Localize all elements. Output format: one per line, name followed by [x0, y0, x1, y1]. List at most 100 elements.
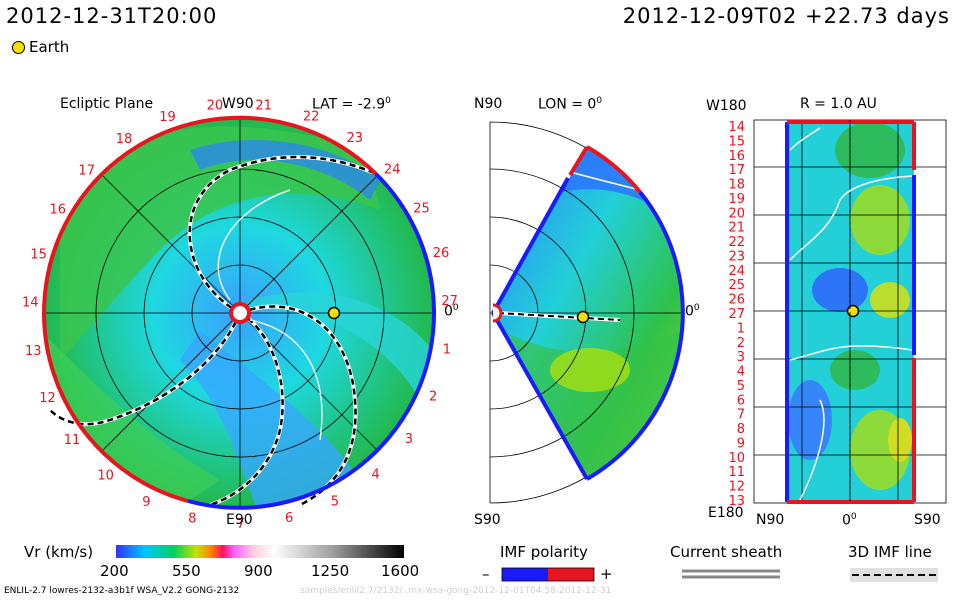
ecliptic-tick-label: 8: [188, 512, 196, 527]
ecliptic-tick-label: 26: [433, 246, 450, 261]
imf-polarity-title: IMF polarity: [500, 543, 588, 561]
ecliptic-tick-label: 20: [207, 99, 224, 114]
radial-row-label: 12: [728, 480, 745, 495]
sun-icon: [229, 302, 251, 324]
radial-row-label: 6: [737, 393, 745, 408]
earth-legend: Earth: [12, 38, 69, 56]
radial-row-label: 5: [737, 379, 745, 394]
ecliptic-lat-label: LAT = -2.90: [312, 96, 391, 113]
colorbar-tick-0: 200: [100, 562, 129, 580]
meridional-top-label: N90: [474, 96, 503, 112]
footer-ghost-path: samples/enlil2.7/2132/..mx-wsa-gong-2012…: [300, 586, 612, 596]
ecliptic-right-label: 00: [444, 303, 459, 320]
ecliptic-tick-label: 12: [39, 391, 56, 406]
radial-row-label: 26: [728, 293, 745, 308]
ecliptic-tick-label: 14: [22, 296, 39, 311]
radial-row-label: 8: [737, 422, 745, 437]
radial-row-label: 27: [728, 307, 745, 322]
radial-row-label: 16: [728, 149, 745, 164]
radial-row-label: 17: [728, 163, 745, 178]
meridional-lon-label: LON = 00: [538, 96, 603, 113]
radial-earth-icon: [846, 304, 860, 318]
colorbar-tick-2: 900: [244, 562, 273, 580]
imf-plus-label: +: [600, 565, 613, 583]
radial-bottom-s-label: S90: [914, 512, 941, 528]
radial-row-label: 25: [728, 278, 745, 293]
radial-bottom-n-label: N90: [756, 512, 785, 528]
radial-row-label: 14: [728, 120, 745, 135]
ecliptic-tick-label: 19: [159, 110, 176, 125]
radial-row-label: 22: [728, 235, 745, 250]
ecliptic-plane-panel: [42, 115, 436, 510]
meridional-sun-icon: [492, 303, 503, 323]
colorbar-tick-3: 1250: [311, 562, 350, 580]
ecliptic-tick-label: 3: [405, 432, 413, 447]
ecliptic-imf-ring-negative: [42, 115, 378, 503]
ecliptic-tick-label: 16: [50, 203, 67, 218]
ecliptic-tick-label: 13: [25, 344, 42, 359]
meridional-bottom-label: S90: [474, 512, 501, 528]
earth-icon: [12, 40, 25, 54]
earth-legend-label: Earth: [29, 38, 70, 56]
radial-row-label: 2: [737, 336, 745, 351]
radial-row-label: 19: [728, 192, 745, 207]
ecliptic-tick-labels: 20 21222324252627123456789101112131415161…: [22, 98, 458, 532]
ecliptic-tick-label: 23: [347, 131, 364, 146]
ecliptic-tick-label: 10: [97, 468, 114, 483]
ecliptic-tick-label: 1: [443, 343, 451, 358]
ecliptic-tick-label: 7: [237, 517, 245, 532]
ecliptic-tick-label: 25: [413, 201, 430, 216]
ecliptic-tick-label: 4: [371, 467, 379, 482]
ecliptic-earth-icon: [327, 306, 341, 320]
ecliptic-tick-label: 11: [64, 433, 81, 448]
colorbar-label: Vr (km/s): [24, 543, 94, 561]
ecliptic-bottom-label: E90: [226, 512, 253, 528]
simulation-time: 2012-12-31T20:00: [6, 4, 218, 28]
radial-row-label: 1: [737, 321, 745, 336]
radial-panel: [753, 119, 947, 504]
imf-3d-legend: [850, 568, 938, 582]
ecliptic-tick-label: 22: [303, 109, 320, 124]
radial-row-label: 15: [728, 134, 745, 149]
radial-row-label: 3: [737, 350, 745, 365]
imf-polarity-legend: [501, 567, 595, 582]
ecliptic-tick-label: 24: [384, 162, 401, 177]
radial-bottom-left-label: E180: [708, 505, 744, 521]
radial-row-label: 9: [737, 437, 745, 452]
ecliptic-imf-ring-positive: [187, 172, 436, 510]
ecliptic-tick-label: 21: [255, 98, 272, 113]
meridional-imf-line: [497, 312, 621, 321]
ecliptic-tick-label: 5: [331, 494, 339, 509]
ecliptic-title: Ecliptic Plane: [60, 96, 154, 112]
radial-row-label: 7: [737, 408, 745, 423]
radial-row-label: 21: [728, 221, 745, 236]
radial-row-label: 24: [728, 264, 745, 279]
meridional-earth-icon: [576, 310, 590, 324]
ecliptic-grid: [45, 118, 435, 508]
meridional-plane-panel: [489, 121, 685, 504]
ecliptic-tick-label: 6: [285, 511, 293, 526]
ecliptic-tick-label: 18: [116, 132, 133, 147]
radial-row-label: 13: [728, 494, 745, 509]
radial-row-label: 20: [728, 206, 745, 221]
ecliptic-tick-label: 9: [142, 495, 150, 510]
ecliptic-tick-label: 15: [30, 248, 47, 263]
radial-row-label: 23: [728, 250, 745, 265]
footer-model-info: ENLIL-2.7 lowres-2132-a3b1f WSA_V2.2 GON…: [4, 586, 240, 596]
imf-minus-label: –: [482, 565, 490, 583]
radial-top-label: W180: [706, 98, 747, 114]
radial-row-label: 10: [728, 451, 745, 466]
radial-r-label: R = 1.0 AU: [800, 96, 877, 112]
imf-3d-title: 3D IMF line: [848, 543, 932, 561]
ecliptic-tick-label: 2: [429, 390, 437, 405]
colorbar-tick-1: 550: [172, 562, 201, 580]
velocity-colorbar: [116, 545, 404, 558]
radial-row-label: 11: [728, 465, 745, 480]
colorbar-tick-4: 1600: [381, 562, 420, 580]
current-sheath-legend: [682, 569, 780, 579]
meridional-right-label: 00: [685, 303, 700, 320]
radial-bottom-mid-label: 00: [842, 512, 857, 529]
current-sheath-title: Current sheath: [670, 543, 783, 561]
radial-row-label: 4: [737, 365, 745, 380]
